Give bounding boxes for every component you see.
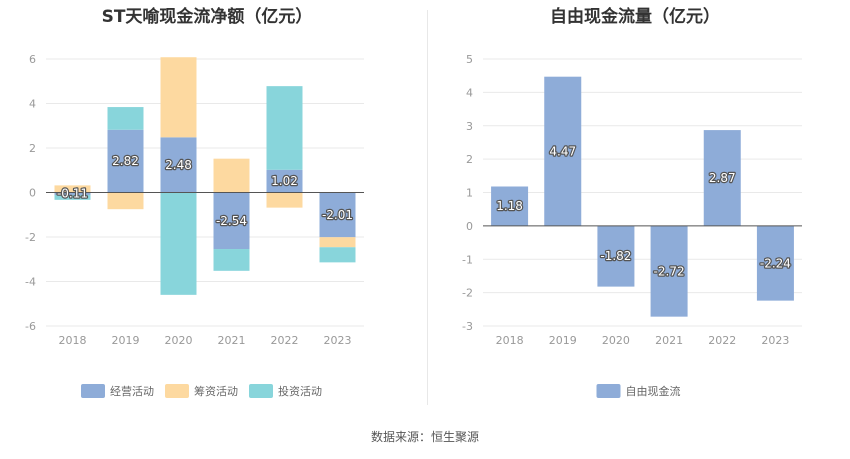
x-tick-label: 2019 <box>112 334 140 347</box>
y-tick-label: 4 <box>29 98 36 111</box>
y-tick-label: 4 <box>466 86 473 99</box>
left-chart-title: ST天喻现金流净额（亿元） <box>101 7 313 27</box>
bar <box>107 129 144 193</box>
x-tick-label: 2023 <box>761 334 789 347</box>
bar <box>544 76 582 226</box>
y-tick-label: -2 <box>25 231 36 244</box>
legend-label: 自由现金流 <box>626 384 681 398</box>
x-tick-label: 2019 <box>549 334 577 347</box>
data-source: 数据来源：恒生聚源 <box>370 430 479 444</box>
y-tick-label: -2 <box>462 287 473 300</box>
data-label: 2.48 <box>165 158 192 172</box>
y-tick-label: -3 <box>462 320 473 333</box>
x-tick-label: 2018 <box>496 334 524 347</box>
data-label: -2.72 <box>654 264 685 278</box>
y-tick-label: 2 <box>466 153 473 166</box>
y-tick-label: 3 <box>466 120 473 133</box>
x-tick-label: 2022 <box>271 334 299 347</box>
legend-label: 投资活动 <box>278 384 322 398</box>
data-label: -0.11 <box>57 187 88 201</box>
data-label: 2.87 <box>709 171 736 185</box>
data-label: -2.54 <box>216 214 247 228</box>
data-label: -2.24 <box>760 256 791 270</box>
data-label: 2.82 <box>112 154 139 168</box>
y-tick-label: -4 <box>25 276 36 289</box>
bar <box>266 169 303 193</box>
y-tick-label: 0 <box>466 220 473 233</box>
data-label: -1.82 <box>600 249 631 263</box>
bar <box>266 192 303 208</box>
bar <box>160 192 197 295</box>
bar <box>597 225 635 287</box>
y-tick-label: 2 <box>29 142 36 155</box>
data-label: 1.18 <box>496 199 523 213</box>
bar <box>703 130 741 226</box>
x-tick-label: 2023 <box>324 334 352 347</box>
data-label: -2.01 <box>322 208 353 222</box>
y-tick-label: 0 <box>29 187 36 200</box>
right-chart-title: 自由现金流量（亿元） <box>550 7 720 27</box>
bar <box>213 158 250 193</box>
bar <box>107 107 144 130</box>
legend-swatch <box>249 384 273 398</box>
bar <box>266 86 303 170</box>
bar <box>160 57 197 138</box>
bar <box>650 225 688 317</box>
legend-swatch <box>81 384 105 398</box>
x-tick-label: 2020 <box>602 334 630 347</box>
legend-label: 经营活动 <box>110 384 154 398</box>
x-tick-label: 2022 <box>708 334 736 347</box>
bar <box>54 185 91 193</box>
bar <box>54 194 91 200</box>
y-tick-label: 1 <box>466 187 473 200</box>
bar <box>213 249 250 271</box>
bar <box>491 186 529 226</box>
data-label: 4.47 <box>549 144 576 158</box>
cash-flow-chart: 6 4 2 0 -2 -4 -6 2018 2019 2020 2021 2022 2023 -0.11 2… <box>25 53 364 398</box>
legend-swatch <box>165 384 189 398</box>
bar <box>319 192 356 238</box>
x-tick-label: 2020 <box>165 334 193 347</box>
x-tick-label: 2021 <box>655 334 683 347</box>
bar <box>213 192 250 250</box>
bar <box>160 137 197 193</box>
y-tick-label: -1 <box>462 253 473 266</box>
free-cash-flow-chart: 5 4 3 2 1 0 -1 -2 -3 2018 2019 2020 2021 2022 2023 1.18… <box>462 53 802 398</box>
y-tick-label: -6 <box>25 320 36 333</box>
x-tick-label: 2021 <box>218 334 246 347</box>
bar <box>107 192 144 210</box>
legend-swatch <box>596 384 621 398</box>
bar <box>756 225 794 301</box>
y-tick-label: 6 <box>29 53 36 66</box>
bar <box>319 247 356 263</box>
bar <box>54 192 91 195</box>
chart-divider <box>427 10 428 405</box>
data-label: 1.02 <box>271 174 298 188</box>
y-tick-label: 5 <box>466 53 473 66</box>
x-tick-label: 2018 <box>59 334 87 347</box>
bar <box>319 237 356 248</box>
legend-label: 筹资活动 <box>194 384 238 398</box>
